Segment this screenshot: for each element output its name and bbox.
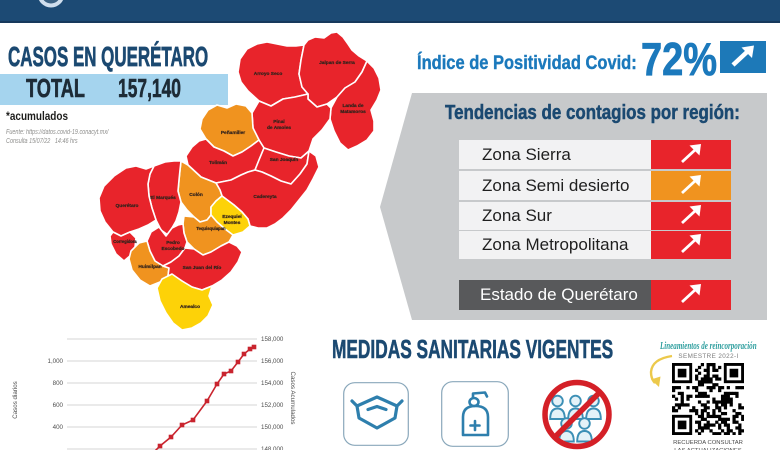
svg-text:1,000: 1,000 [48,358,64,365]
svg-text:154,000: 154,000 [261,380,284,387]
svg-text:158,000: 158,000 [261,336,284,343]
svg-text:Escobedo: Escobedo [162,246,185,252]
svg-text:Corregidora: Corregidora [113,239,137,244]
svg-text:Arroyo Seco: Arroyo Seco [254,71,283,77]
svg-text:San Joaquín: San Joaquín [270,157,299,163]
svg-text:800: 800 [53,380,64,387]
svg-text:Tolimán: Tolimán [209,160,227,166]
svg-text:Colón: Colón [189,192,203,198]
svg-text:Montes: Montes [224,220,241,226]
svg-text:Ezequiel: Ezequiel [222,214,241,220]
svg-text:600: 600 [53,402,64,409]
svg-text:Peñamiller: Peñamiller [221,130,245,136]
svg-text:El Marqués: El Marqués [150,195,176,201]
svg-text:150,000: 150,000 [261,424,284,431]
svg-text:400: 400 [53,424,64,431]
svg-text:152,000: 152,000 [261,402,284,409]
svg-text:de Amoles: de Amoles [267,125,291,131]
svg-text:Pinal: Pinal [273,119,284,125]
svg-text:Huimilpan: Huimilpan [138,264,161,270]
svg-text:Jalpan de Serra: Jalpan de Serra [319,60,355,66]
svg-text:Tequisquiapan: Tequisquiapan [196,226,226,231]
svg-text:148,000: 148,000 [261,446,284,450]
svg-text:156,000: 156,000 [261,358,284,365]
svg-text:Pedro: Pedro [166,240,180,246]
svg-text:Querétaro: Querétaro [116,203,139,209]
svg-text:San Juan del Río: San Juan del Río [183,265,222,271]
svg-text:Landa de: Landa de [342,103,363,109]
svg-text:Cadereyta: Cadereyta [253,194,277,200]
svg-text:Casos diarios: Casos diarios [12,381,19,419]
svg-text:Matamoros: Matamoros [340,109,366,115]
svg-text:Amealco: Amealco [180,304,200,310]
svg-text:Casos Acumulados: Casos Acumulados [289,372,296,425]
